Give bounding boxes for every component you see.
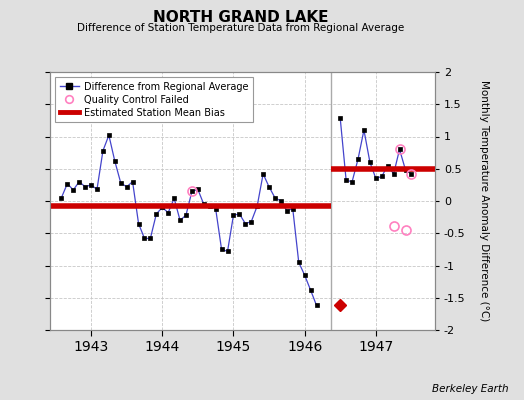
- Text: Difference of Station Temperature Data from Regional Average: Difference of Station Temperature Data f…: [78, 23, 405, 33]
- Text: Berkeley Earth: Berkeley Earth: [432, 384, 508, 394]
- Text: NORTH GRAND LAKE: NORTH GRAND LAKE: [154, 10, 329, 25]
- Y-axis label: Monthly Temperature Anomaly Difference (°C): Monthly Temperature Anomaly Difference (…: [479, 80, 489, 322]
